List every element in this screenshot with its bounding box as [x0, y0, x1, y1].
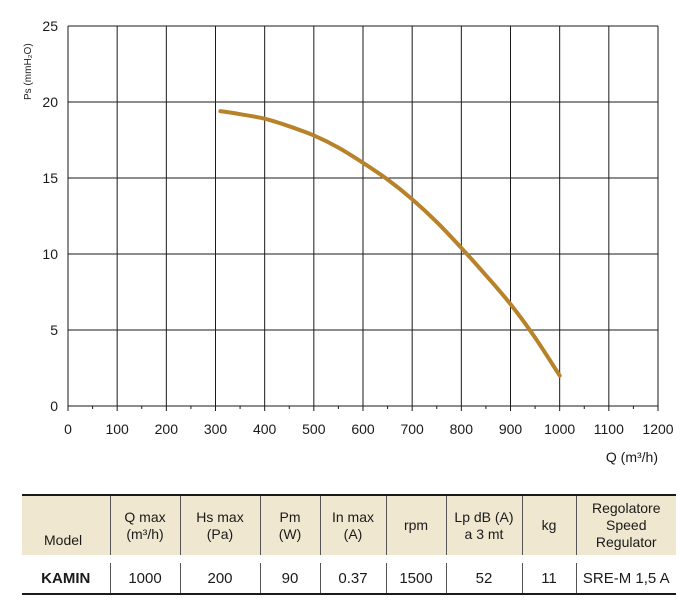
x-tick-label: 700 [400, 421, 424, 437]
table-cell: 0.37 [319, 563, 386, 595]
table-header-row: Model Q max (m³/h) Hs max (Pa) Pm (W) In max (A)… [22, 494, 676, 555]
chart-series [218, 109, 562, 378]
table-header-cell: kg [521, 494, 576, 555]
table-cell: KAMIN [22, 563, 110, 595]
header-text: (Pa) [206, 525, 234, 542]
table-header-cell: Lp dB (A) a 3 mt [445, 494, 522, 555]
header-text: Model [44, 532, 83, 548]
table-spacer [22, 555, 676, 563]
table-header-cell: Q max (m³/h) [109, 494, 180, 555]
y-tick-labels: 0 5 10 15 20 25 [42, 18, 58, 414]
header-text: Speed Regulator [595, 517, 657, 550]
table-header-cell: Model [22, 494, 110, 555]
spec-table: Model Q max (m³/h) Hs max (Pa) Pm (W) In max (A)… [22, 494, 676, 595]
header-text: kg [541, 517, 557, 533]
performance-chart: 0 100 200 300 400 500 600 700 800 900 1000 1100 1200… [23, 18, 674, 465]
y-axis-label: Ps (mmH₂O) [23, 43, 34, 100]
table-cell: SRE-M 1,5 A [575, 563, 676, 595]
performance-curve [218, 109, 562, 378]
y-tick-label: 0 [50, 398, 58, 414]
x-tick-label: 800 [450, 421, 474, 437]
y-tick-label: 20 [42, 94, 58, 110]
table-cell: 52 [445, 563, 522, 595]
y-tick-label: 15 [42, 170, 58, 186]
table-header-cell: Hs max (Pa) [179, 494, 260, 555]
header-text: rpm [403, 517, 429, 533]
x-tick-label: 200 [155, 421, 179, 437]
y-tick-label: 25 [42, 18, 58, 34]
header-text: Pm [279, 508, 301, 525]
table-header-cell: In max (A) [319, 494, 386, 555]
header-text: (W) [278, 525, 302, 542]
x-tick-label: 1000 [544, 421, 575, 437]
table-cell: 1000 [109, 563, 180, 595]
y-tick-label: 5 [50, 322, 58, 338]
header-text: a 3 mt [464, 525, 504, 542]
header-text: (m³/h) [126, 525, 164, 542]
x-axis-label: Q (m³/h) [606, 449, 658, 465]
header-text: Q max [124, 508, 166, 525]
table-header-cell: Regolatore Speed Regulator [575, 494, 676, 555]
x-tick-label: 500 [302, 421, 326, 437]
header-text: (A) [343, 525, 363, 542]
table-cell: 1500 [385, 563, 446, 595]
x-tick-label: 100 [105, 421, 129, 437]
x-tick-label: 600 [351, 421, 375, 437]
x-tick-labels: 0 100 200 300 400 500 600 700 800 900 1000 1100 1200 [64, 421, 674, 437]
y-tick-label: 10 [42, 246, 58, 262]
x-tick-label: 400 [253, 421, 277, 437]
x-tick-label: 300 [204, 421, 228, 437]
x-tick-label: 1200 [642, 421, 673, 437]
header-text: Regolatore [592, 500, 661, 516]
x-tick-label: 900 [499, 421, 523, 437]
table-row: KAMIN 1000 200 90 0.37 1500 52 11 SRE-M 1,5 A [22, 563, 676, 595]
table-header-cell: rpm [385, 494, 446, 555]
spacer-cell [22, 555, 676, 563]
x-tick-label: 1100 [594, 421, 624, 437]
table-header-cell: Pm (W) [259, 494, 320, 555]
table-cell: 11 [521, 563, 576, 595]
table-cell: 90 [259, 563, 320, 595]
x-tick-label: 0 [64, 421, 72, 437]
header-text: Hs max [196, 508, 244, 525]
chart-grid [67, 25, 659, 411]
header-text: In max [331, 508, 374, 525]
header-text: Lp dB (A) [454, 508, 514, 525]
table-cell: 200 [179, 563, 260, 595]
